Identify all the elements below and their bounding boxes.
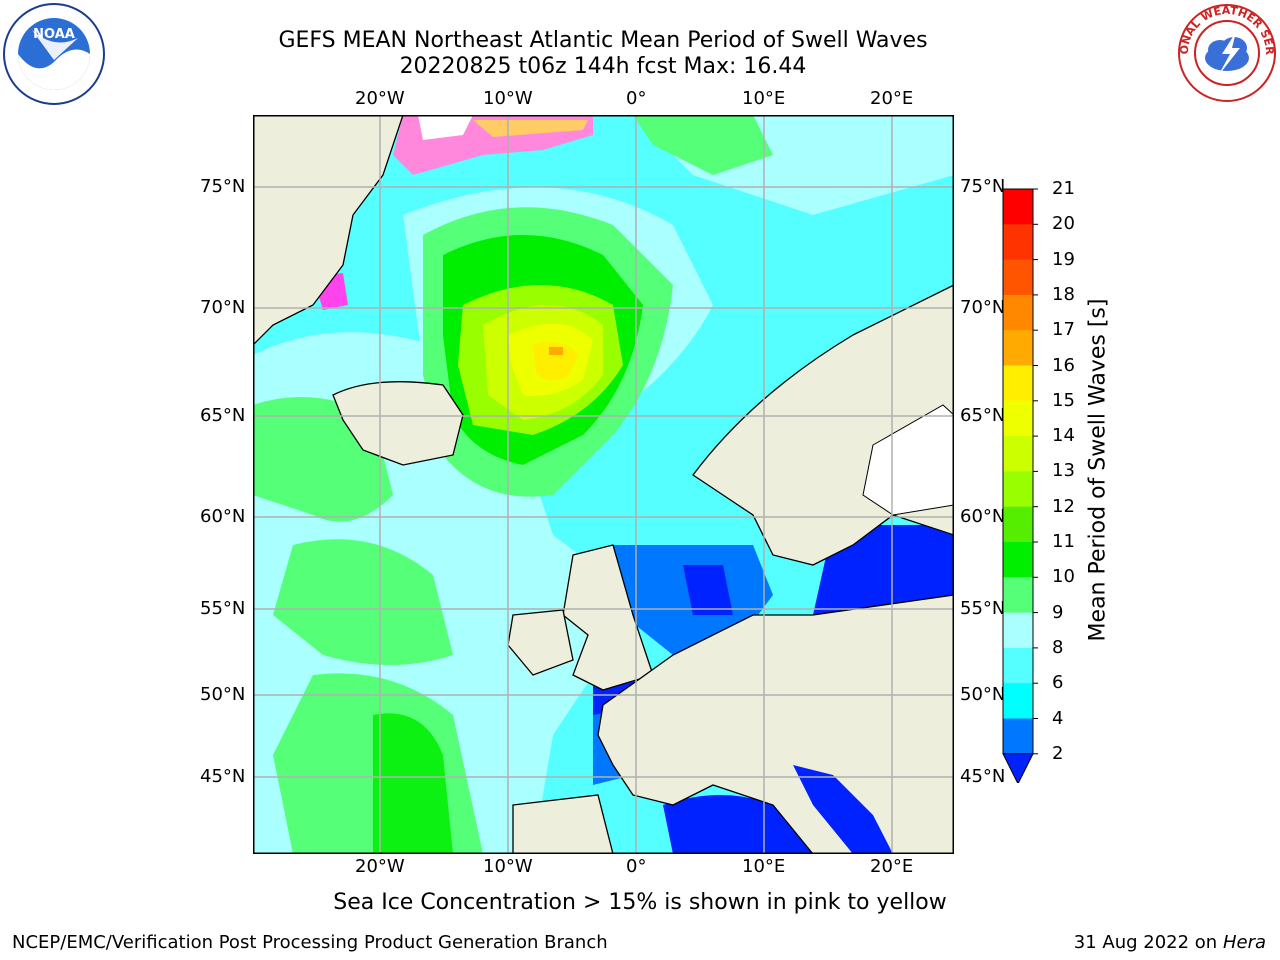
colorbar-bin — [1003, 471, 1033, 508]
lat-label-left: 65°N — [200, 405, 246, 426]
colorbar-tick-label: 19 — [1052, 248, 1075, 270]
graticule — [253, 115, 954, 854]
map-subtitle: 20220825 t06z 144h fcst Max: 16.44 — [399, 54, 807, 79]
colorbar-tick-label: 9 — [1052, 601, 1064, 623]
colorbar-bin — [1003, 718, 1033, 755]
land-iberia — [512, 794, 614, 854]
footer-date: 31 Aug 2022 on Hera — [1074, 932, 1266, 953]
lat-label-left: 45°N — [200, 766, 246, 787]
colorbar-bin — [1003, 506, 1033, 543]
nws-logo: NATIONAL WEATHER SERVICE — [1176, 2, 1276, 102]
colorbar-tick-label: 21 — [1052, 178, 1075, 199]
lon-label-top: 0° — [626, 88, 647, 109]
colorbar-bin — [1003, 683, 1033, 719]
colorbar-bin — [1003, 189, 1033, 225]
colorbar-tick-label: 8 — [1052, 636, 1064, 658]
land-iceland — [332, 381, 464, 466]
sea-ice-note: Sea Ice Concentration > 15% is shown in … — [333, 890, 947, 915]
map-title: GEFS MEAN Northeast Atlantic Mean Period… — [278, 28, 928, 53]
lat-label-right: 50°N — [960, 684, 1006, 705]
swell-contour-10-11 — [373, 713, 453, 854]
swell-contour-below-2 — [663, 795, 813, 854]
lon-label-bottom: 20°W — [355, 856, 405, 877]
colorbar-bin — [1003, 330, 1033, 366]
colorbar-bin — [1003, 647, 1033, 684]
swell-contour-9-10 — [273, 539, 453, 665]
colorbar-tick-label: 14 — [1052, 425, 1075, 447]
colorbar-bin — [1003, 612, 1033, 649]
colorbar-tick-label: 16 — [1052, 354, 1075, 376]
colorbar-tick-label: 11 — [1052, 531, 1075, 552]
land-great-britain — [562, 544, 654, 691]
lat-label-left: 70°N — [200, 297, 246, 318]
noaa-logo-text: NOAA — [33, 27, 75, 42]
lat-label-right: 60°N — [960, 506, 1006, 527]
colorbar — [1002, 188, 1038, 783]
colorbar-bin — [1003, 224, 1033, 261]
colorbar-bin — [1003, 294, 1033, 331]
swell-max-cell — [549, 347, 563, 355]
colorbar-bin — [1003, 436, 1033, 472]
colorbar-tick-label: 15 — [1052, 389, 1075, 411]
lon-label-bottom: 20°E — [870, 856, 914, 877]
colorbar-tick-label: 10 — [1052, 566, 1075, 588]
adriatic-tyrrhenian — [793, 765, 893, 854]
lon-label-bottom: 10°E — [742, 856, 786, 877]
noaa-logo: NOAA — [3, 3, 105, 105]
colorbar-bin — [1003, 365, 1033, 402]
colorbar-bin — [1003, 542, 1033, 578]
colorbar-extend-arrow — [1002, 753, 1034, 783]
lat-label-left: 75°N — [200, 176, 246, 197]
colorbar-tick-label: 18 — [1052, 283, 1075, 305]
colorbar-bin — [1003, 400, 1033, 437]
sea-ice — [473, 120, 588, 137]
land-continental-europe — [597, 594, 954, 854]
lat-label-right: 65°N — [960, 405, 1006, 426]
colorbar-tick-label: 2 — [1052, 742, 1064, 764]
lat-label-right: 70°N — [960, 297, 1006, 318]
swell-contour-15-16 — [533, 341, 578, 381]
colorbar-bin — [1003, 577, 1033, 614]
colorbar-tick-label: 13 — [1052, 460, 1075, 482]
lon-label-bottom: 0° — [626, 856, 647, 877]
lat-label-left: 60°N — [200, 506, 246, 527]
colorbar-tick-label: 17 — [1052, 319, 1075, 341]
lat-label-left: 55°N — [200, 598, 246, 619]
lat-label-right: 75°N — [960, 176, 1006, 197]
swell-contour-below-2 — [683, 565, 733, 615]
colorbar-tick-label: 4 — [1052, 707, 1064, 729]
lon-label-top: 10°E — [742, 88, 786, 109]
map-frame — [253, 115, 954, 854]
lat-label-left: 50°N — [200, 684, 246, 705]
land-ireland — [507, 609, 574, 676]
lon-label-top: 20°W — [355, 88, 405, 109]
colorbar-tick-label: 12 — [1052, 495, 1075, 517]
swell-period-map — [253, 115, 954, 854]
land-greenland — [253, 115, 404, 346]
colorbar-tick-label: 20 — [1052, 213, 1075, 235]
lon-label-top: 10°W — [483, 88, 533, 109]
colorbar-label: Mean Period of Swell Waves [s] — [1085, 298, 1111, 642]
footer-branch: NCEP/EMC/Verification Post Processing Pr… — [12, 932, 608, 953]
gulf-of-bothnia — [862, 404, 954, 516]
sea-ice-solid — [418, 115, 473, 140]
footer-date-text: 31 Aug 2022 on — [1073, 932, 1218, 953]
lat-label-right: 55°N — [960, 598, 1006, 619]
colorbar-tick-label: 6 — [1052, 672, 1064, 694]
lat-label-right: 45°N — [960, 766, 1006, 787]
swell-contour-9-10 — [633, 115, 773, 175]
colorbar-bin — [1003, 259, 1033, 296]
footer-host: Hera — [1222, 932, 1266, 953]
lon-label-bottom: 10°W — [483, 856, 533, 877]
lon-label-top: 20°E — [870, 88, 914, 109]
